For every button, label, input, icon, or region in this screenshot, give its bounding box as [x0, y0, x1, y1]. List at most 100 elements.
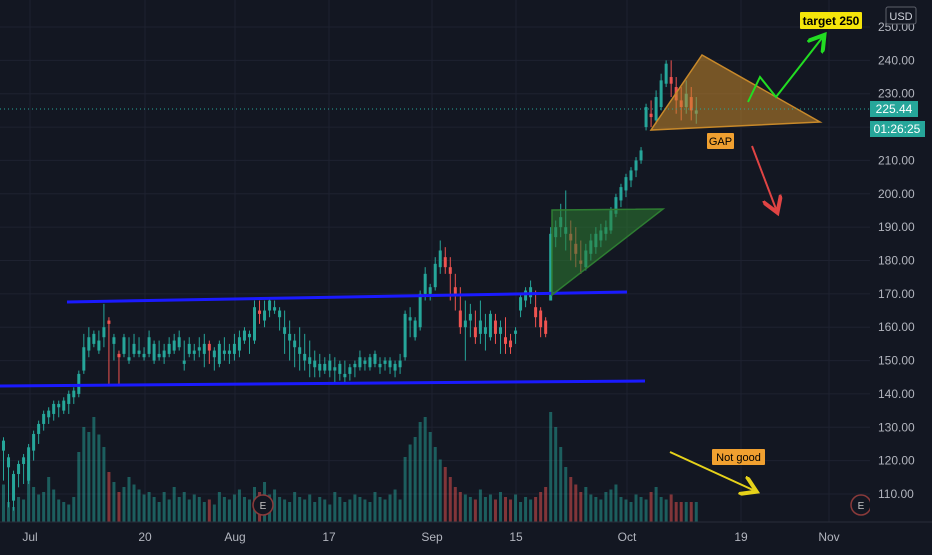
- candle-body: [37, 423, 41, 434]
- earnings-marker-aug[interactable]: E: [252, 494, 274, 516]
- volume-bar: [659, 497, 663, 522]
- earnings-marker-nov-text: E: [858, 501, 865, 512]
- candle: [268, 297, 272, 318]
- candle: [529, 280, 533, 304]
- volume-note-label[interactable]: Not good: [712, 449, 765, 465]
- candle: [333, 357, 337, 384]
- candle-body: [298, 347, 302, 354]
- price-axis[interactable]: 250.00240.00230.00220.00210.00200.00190.…: [870, 0, 932, 550]
- candle: [634, 157, 638, 178]
- candle-body: [62, 400, 66, 411]
- volume-trend-arrow[interactable]: [669, 451, 753, 490]
- candle: [323, 357, 327, 374]
- bullish-projection-arrow[interactable]: [747, 38, 822, 103]
- price-tick-label: 160.00: [878, 320, 915, 334]
- volume-bar: [182, 492, 186, 522]
- candlestick-series: [2, 60, 698, 511]
- candle: [524, 287, 528, 308]
- support-trendline[interactable]: [0, 379, 646, 388]
- candle-body: [463, 320, 467, 328]
- volume-bar: [37, 494, 41, 522]
- volume-bar: [107, 472, 111, 522]
- time-axis[interactable]: Jul 20 Aug 17 Sep 15 Oct 19 Nov: [0, 521, 932, 544]
- volume-bar: [629, 502, 633, 522]
- candle-body: [283, 327, 287, 334]
- candle: [318, 353, 322, 378]
- price-tick-label: 130.00: [878, 420, 915, 434]
- volume-bar: [574, 484, 578, 522]
- candle: [639, 147, 643, 164]
- volume-bar: [453, 487, 457, 522]
- candle: [514, 327, 518, 344]
- volume-bar: [529, 499, 533, 522]
- candle-body: [443, 257, 447, 268]
- currency-badge[interactable]: USD: [885, 6, 917, 25]
- volume-bar: [408, 444, 412, 522]
- symmetrical-triangle-shape[interactable]: [649, 54, 823, 131]
- candle: [62, 397, 66, 414]
- volume-bar: [348, 499, 352, 522]
- candle: [413, 317, 417, 341]
- volume-bar: [7, 502, 11, 522]
- candle: [42, 410, 46, 431]
- price-tick-label: 240.00: [878, 53, 915, 67]
- candle: [167, 337, 171, 358]
- candle-body: [328, 360, 332, 371]
- price-tick-label: 170.00: [878, 287, 915, 301]
- time-tick-label: 15: [509, 530, 523, 544]
- candle: [22, 453, 26, 484]
- candle: [388, 357, 392, 374]
- candle: [358, 350, 362, 371]
- price-tick-label: 200.00: [878, 187, 915, 201]
- candle-body: [629, 170, 633, 181]
- candle-body: [117, 353, 121, 358]
- candle: [227, 343, 231, 364]
- volume-bar: [343, 502, 347, 522]
- price-tick-label: 190.00: [878, 220, 915, 234]
- volume-bar: [589, 494, 593, 522]
- resistance-trendline[interactable]: [66, 290, 628, 304]
- time-tick-label: Sep: [421, 530, 443, 544]
- volume-bar: [423, 417, 427, 522]
- volume-bar: [313, 502, 317, 522]
- candle: [393, 360, 397, 378]
- candle: [654, 90, 658, 124]
- candle: [52, 400, 56, 421]
- chart-drawings[interactable]: [0, 38, 822, 490]
- bull-flag-shape[interactable]: [551, 208, 666, 297]
- time-tick-label: 19: [734, 530, 748, 544]
- candle-body: [514, 330, 518, 334]
- volume-bar: [684, 502, 688, 522]
- countdown-text: 01:26:25: [874, 122, 921, 136]
- candle-body: [403, 313, 407, 358]
- candle: [478, 300, 482, 344]
- volume-bar: [463, 494, 467, 522]
- bearish-projection-arrow[interactable]: [751, 145, 776, 209]
- candle-body: [428, 287, 432, 294]
- candle: [303, 333, 307, 371]
- candle-body: [539, 310, 543, 328]
- candle-body: [639, 150, 643, 161]
- price-tick-label: 110.00: [878, 487, 914, 501]
- volume-bar: [358, 497, 362, 522]
- candle: [493, 313, 497, 344]
- candle-body: [393, 363, 397, 371]
- candle: [177, 330, 181, 351]
- target-label-text: target 250: [803, 14, 860, 28]
- gap-label[interactable]: GAP: [707, 133, 734, 149]
- volume-bar: [142, 494, 146, 522]
- candle-body: [373, 353, 377, 364]
- candle-body: [519, 297, 523, 311]
- candle-body: [82, 347, 86, 371]
- candle: [187, 337, 191, 358]
- volume-bar: [569, 477, 573, 522]
- target-label[interactable]: target 250: [800, 12, 862, 29]
- candle-body: [669, 77, 673, 84]
- volume-bar: [644, 499, 648, 522]
- candle-body: [147, 337, 151, 354]
- candle-body: [258, 310, 262, 314]
- candle: [288, 320, 292, 361]
- earnings-marker-nov[interactable]: E: [850, 494, 872, 516]
- volume-bar: [694, 502, 698, 522]
